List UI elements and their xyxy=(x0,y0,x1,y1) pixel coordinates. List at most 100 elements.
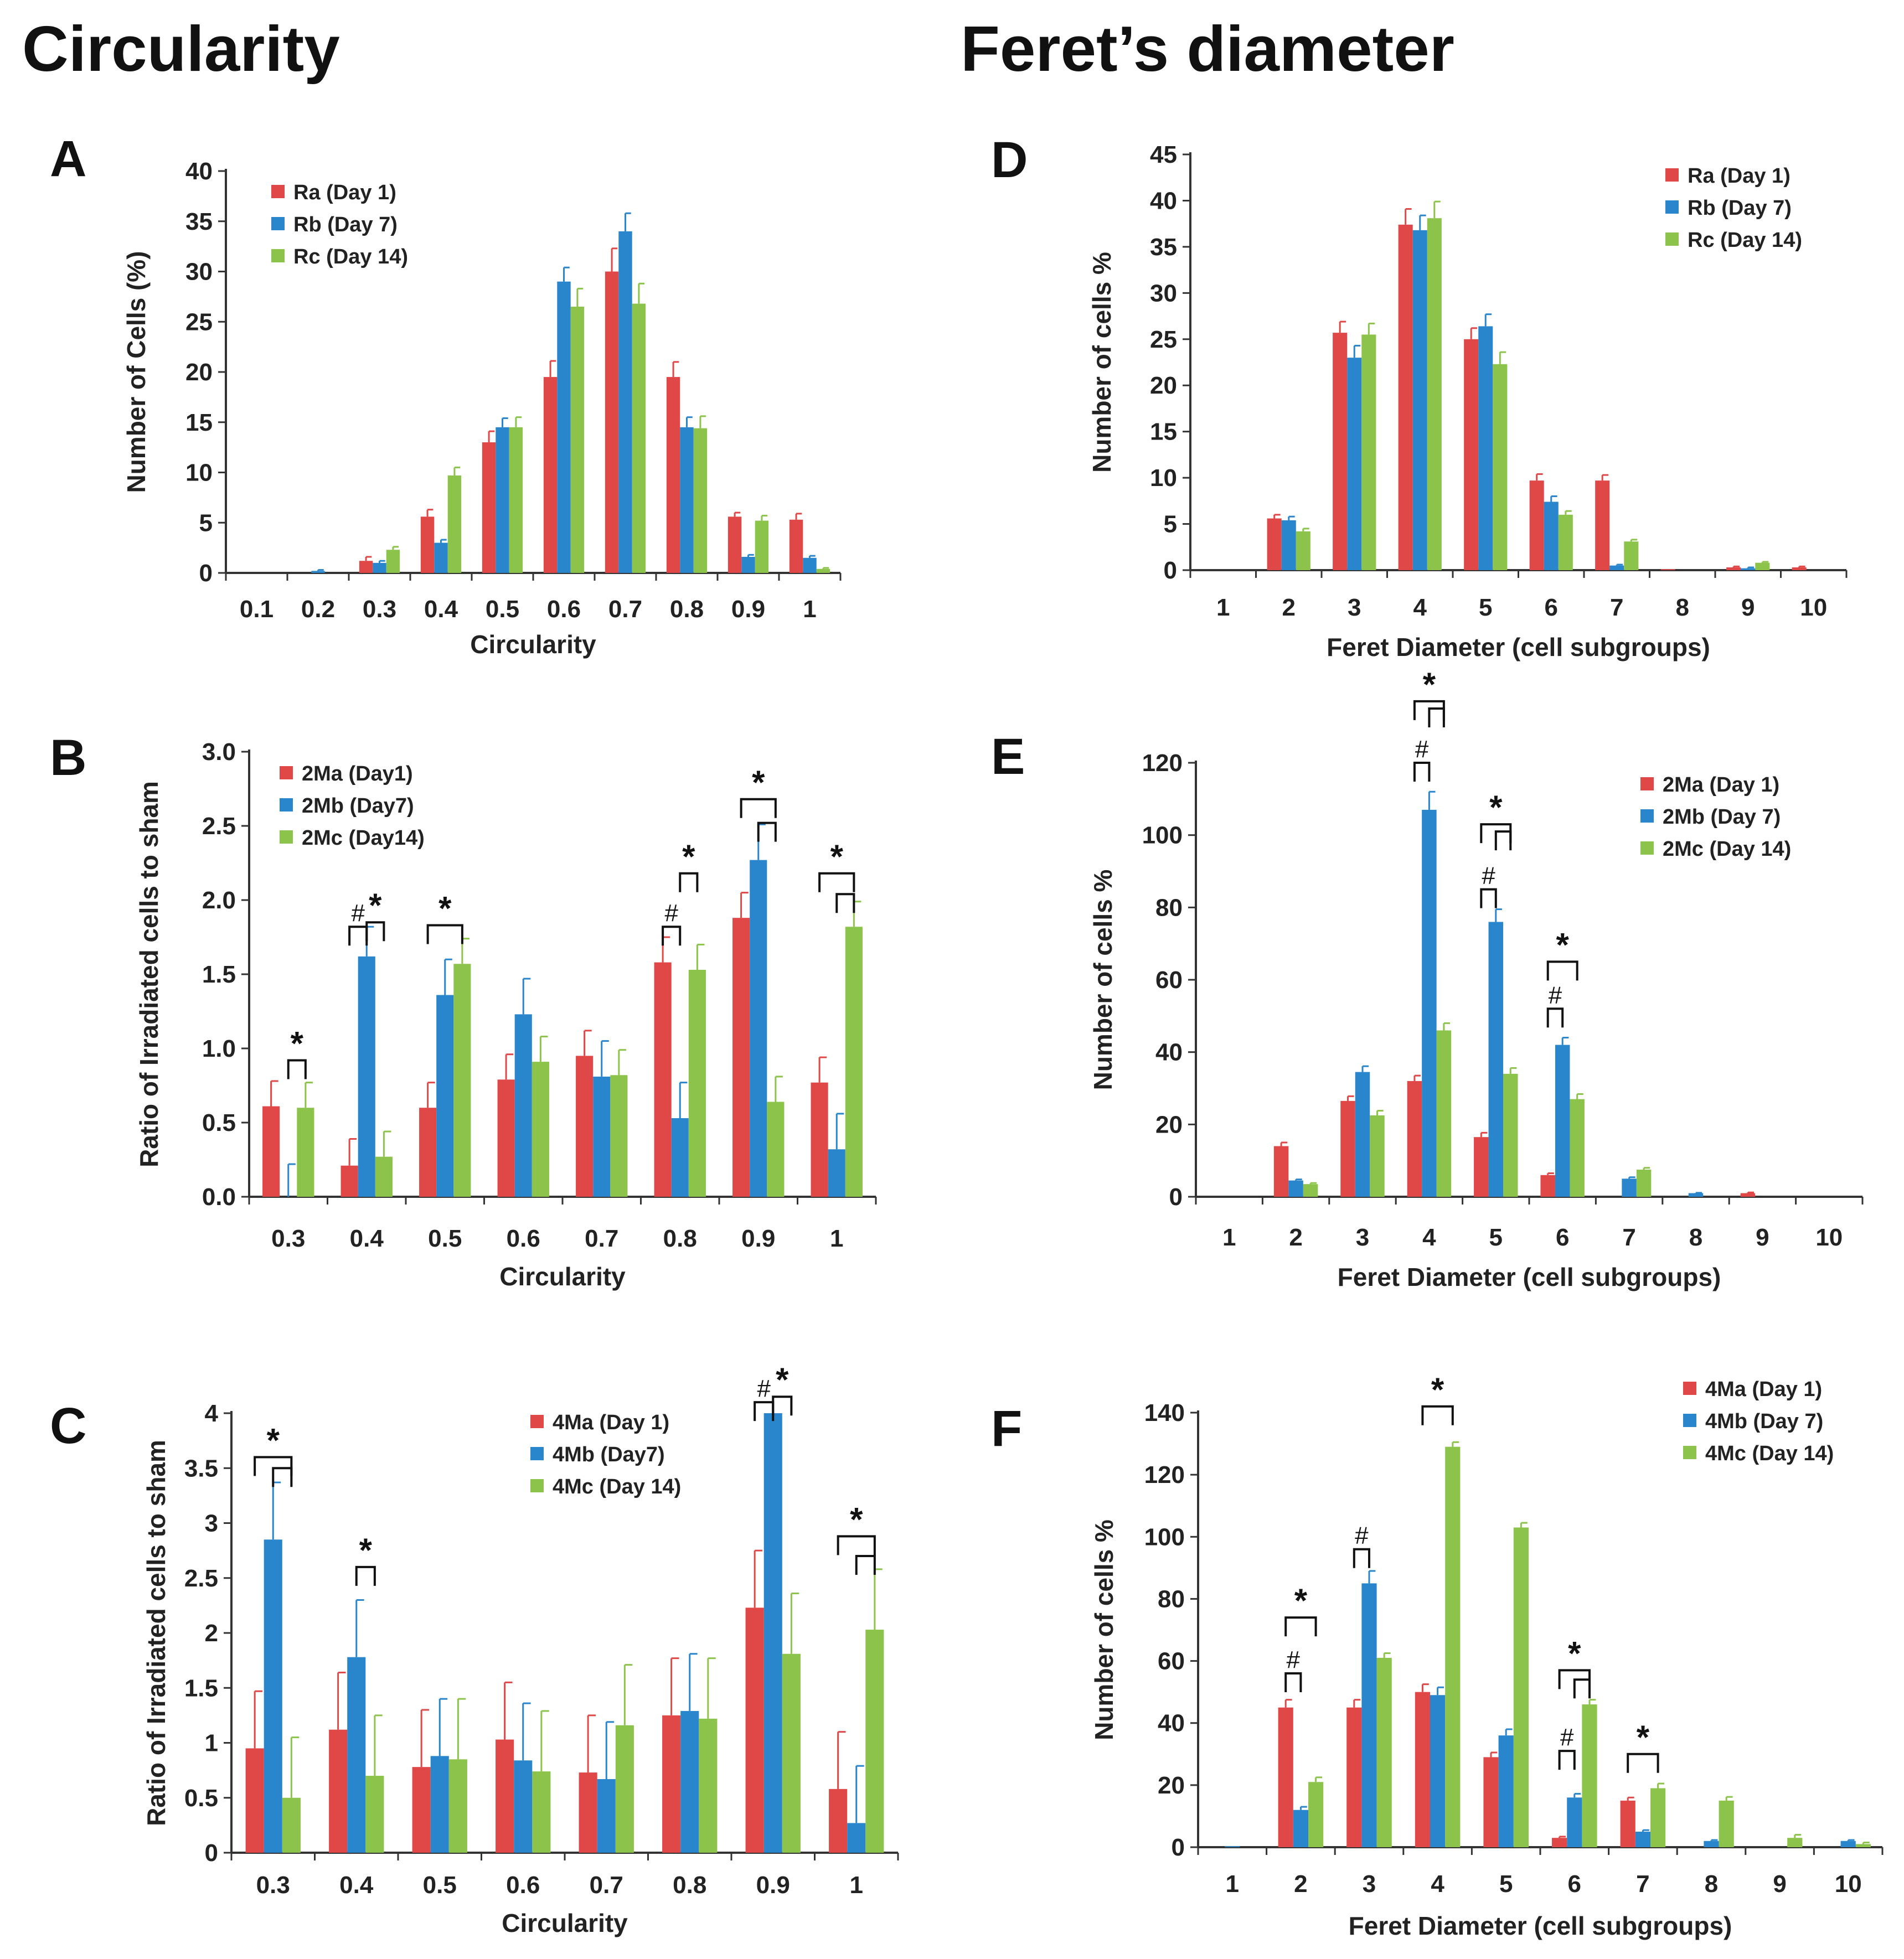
x-tick-label: 3 xyxy=(1348,594,1361,621)
x-tick-label: 1 xyxy=(1216,594,1230,621)
significance-bracket xyxy=(365,921,385,942)
x-tick-label: 9 xyxy=(1773,1870,1786,1898)
y-tick-label: 10 xyxy=(1150,464,1177,492)
bar xyxy=(680,1710,699,1853)
x-tick-label: 10 xyxy=(1815,1224,1843,1251)
bar xyxy=(615,1725,634,1853)
panel-letter: C xyxy=(50,1398,86,1454)
bar xyxy=(1792,567,1807,570)
bar xyxy=(1225,1846,1240,1847)
y-tick-label: 3 xyxy=(205,1510,218,1537)
y-axis-title: Number of Cells (%) xyxy=(122,251,151,493)
y-tick-label: 3.5 xyxy=(184,1455,218,1482)
bar xyxy=(745,1607,764,1853)
bar xyxy=(847,1823,866,1853)
bar xyxy=(359,561,373,573)
legend-label: Rc (Day 14) xyxy=(1688,229,1802,252)
bar xyxy=(789,519,803,573)
bar xyxy=(1407,1081,1422,1197)
x-tick-label: 0.1 xyxy=(240,596,274,623)
bar xyxy=(1622,1178,1637,1197)
bar xyxy=(430,1756,449,1853)
y-tick-label: 0.5 xyxy=(202,1109,236,1136)
significance-marker: * xyxy=(1294,1582,1308,1619)
legend-swatch xyxy=(271,185,285,198)
bar xyxy=(1288,1180,1303,1197)
x-tick-label: 5 xyxy=(1499,1870,1513,1898)
bar xyxy=(741,556,755,573)
legend-label: 4Mc (Day 14) xyxy=(1705,1442,1834,1465)
x-tick-label: 0.7 xyxy=(608,596,642,623)
y-tick-label: 15 xyxy=(1150,418,1177,446)
bar xyxy=(1355,1072,1370,1197)
x-tick-label: 5 xyxy=(1489,1224,1503,1251)
y-tick-label: 25 xyxy=(1150,326,1177,353)
y-axis-title: Number of cells % xyxy=(1088,870,1117,1090)
significance-marker: # xyxy=(1355,1522,1369,1549)
significance-marker: * xyxy=(359,1532,373,1569)
y-tick-label: 3.0 xyxy=(202,738,236,766)
significance-marker: * xyxy=(752,764,765,801)
x-tick-label: 0.5 xyxy=(423,1872,457,1899)
bar xyxy=(1513,1527,1529,1847)
significance-marker: * xyxy=(1556,926,1570,963)
significance-marker: # xyxy=(1287,1646,1301,1673)
bar xyxy=(1704,1841,1719,1847)
bar xyxy=(1278,1707,1293,1847)
bar xyxy=(1412,230,1427,570)
panel-letter: B xyxy=(50,730,86,786)
legend-swatch xyxy=(280,766,293,779)
bar xyxy=(680,427,694,573)
x-tick-label: 7 xyxy=(1610,594,1623,621)
bar xyxy=(1296,531,1310,570)
bar xyxy=(1544,502,1559,570)
x-tick-label: 0.9 xyxy=(731,596,765,623)
significance-bracket xyxy=(1413,762,1431,782)
y-tick-label: 30 xyxy=(185,259,213,286)
bar xyxy=(1346,1707,1362,1847)
significance-bracket xyxy=(855,1555,876,1575)
bar xyxy=(1635,1831,1650,1847)
significance-marker: * xyxy=(1637,1719,1650,1756)
significance-marker: # xyxy=(757,1375,771,1402)
y-tick-label: 5 xyxy=(199,509,213,536)
x-tick-label: 10 xyxy=(1835,1870,1862,1898)
significance-bracket xyxy=(1421,1405,1454,1425)
bar xyxy=(1361,1583,1377,1847)
legend-swatch xyxy=(1683,1382,1696,1395)
bar xyxy=(1293,1810,1308,1847)
x-tick-label: 1 xyxy=(803,596,816,623)
y-axis-title: Ratio of Irradiated cells to sham xyxy=(135,781,163,1167)
bar xyxy=(1493,364,1508,570)
significance-marker: * xyxy=(776,1361,789,1398)
legend-label: 4Ma (Day 1) xyxy=(1705,1378,1822,1401)
significance-bracket xyxy=(1494,830,1512,851)
legend-label: 4Mb (Day 7) xyxy=(1705,1410,1823,1433)
significance-bracket xyxy=(1627,1753,1659,1773)
x-axis-title: Feret Diameter (cell subgroups) xyxy=(1338,1263,1721,1291)
x-tick-label: 7 xyxy=(1636,1870,1649,1898)
significance-bracket xyxy=(1558,1750,1576,1770)
bar xyxy=(557,281,571,573)
y-tick-label: 100 xyxy=(1142,822,1183,849)
significance-bracket xyxy=(662,926,682,946)
x-tick-label: 4 xyxy=(1422,1224,1436,1251)
bar xyxy=(1503,1073,1518,1197)
significance-bracket xyxy=(835,893,855,913)
x-tick-label: 0.4 xyxy=(339,1872,374,1899)
bar xyxy=(532,1771,551,1853)
x-tick-label: 0.3 xyxy=(363,596,396,623)
y-tick-label: 20 xyxy=(1155,1111,1183,1138)
significance-bracket xyxy=(254,1456,293,1476)
bar xyxy=(618,231,632,573)
bar xyxy=(1430,1695,1446,1847)
significance-marker: * xyxy=(267,1422,280,1459)
significance-bracket xyxy=(1573,1678,1591,1699)
bar xyxy=(1855,1844,1871,1847)
x-tick-label: 0.8 xyxy=(673,1872,706,1899)
x-tick-label: 3 xyxy=(1363,1870,1376,1898)
significance-marker: * xyxy=(682,838,695,875)
x-tick-label: 0.7 xyxy=(590,1872,623,1899)
y-tick-label: 40 xyxy=(1150,187,1177,214)
chart-panel-e: E 0 20 40 60 80 100 120 1 2 3 4 5 6 7 8 9 10 Feret Diamete… xyxy=(991,666,1864,1291)
